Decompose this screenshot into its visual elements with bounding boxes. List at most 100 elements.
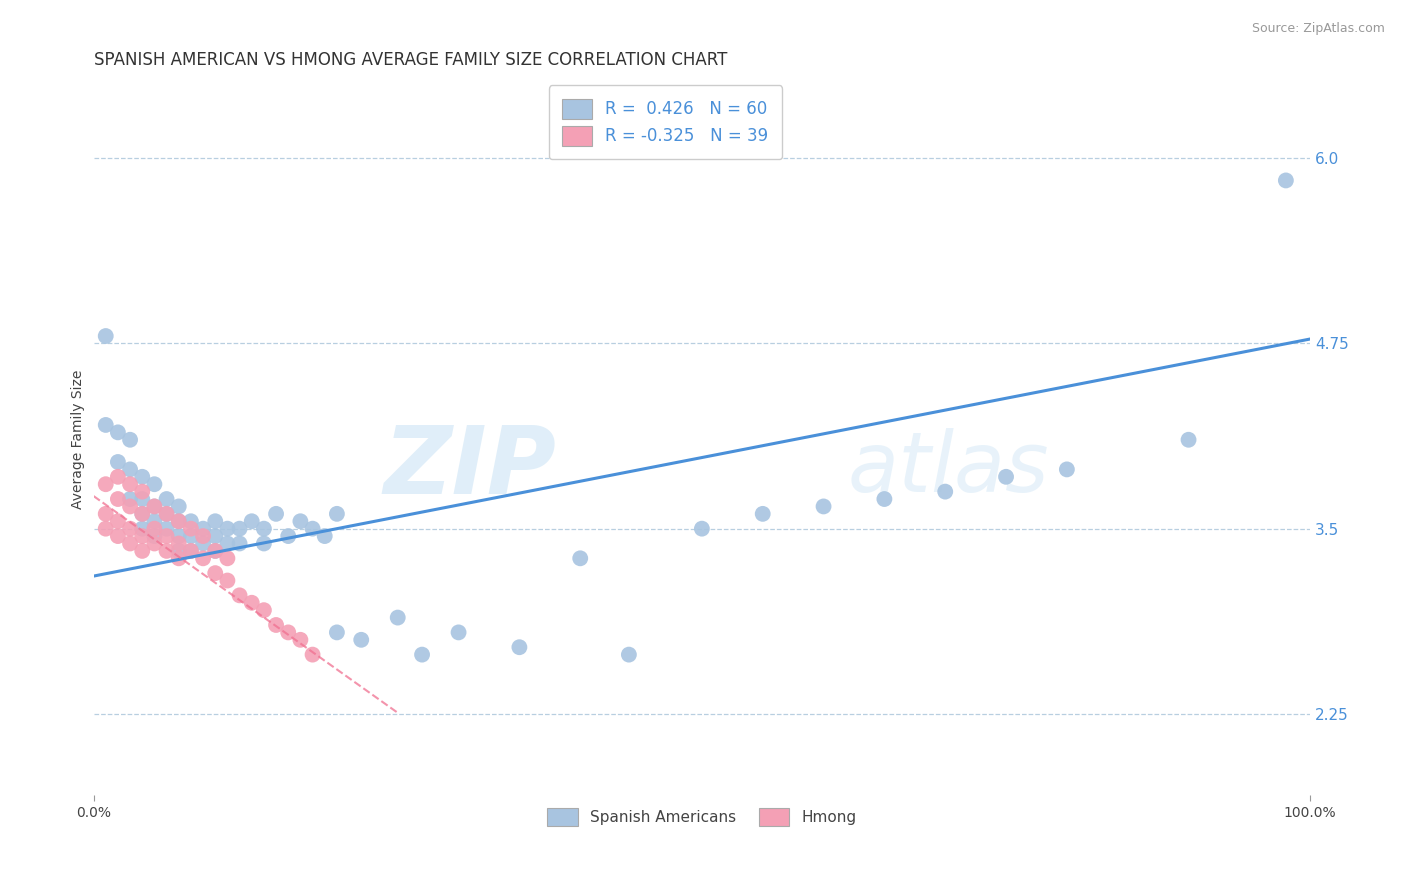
Point	[995, 470, 1018, 484]
Point	[204, 544, 226, 558]
Point	[107, 491, 129, 506]
Point	[143, 514, 166, 528]
Point	[155, 491, 177, 506]
Point	[191, 536, 214, 550]
Point	[204, 544, 226, 558]
Point	[1275, 173, 1298, 187]
Point	[228, 536, 250, 550]
Point	[240, 514, 263, 528]
Point	[217, 574, 239, 588]
Point	[314, 529, 336, 543]
Point	[204, 566, 226, 581]
Point	[751, 507, 773, 521]
Point	[350, 632, 373, 647]
Point	[94, 329, 117, 343]
Point	[569, 551, 592, 566]
Point	[1177, 433, 1199, 447]
Point	[94, 522, 117, 536]
Point	[120, 477, 142, 491]
Point	[191, 522, 214, 536]
Point	[167, 544, 190, 558]
Text: ZIP: ZIP	[382, 422, 555, 514]
Point	[301, 648, 323, 662]
Point	[131, 522, 153, 536]
Point	[120, 491, 142, 506]
Point	[120, 500, 142, 514]
Point	[690, 522, 713, 536]
Point	[253, 536, 276, 550]
Point	[191, 529, 214, 543]
Y-axis label: Average Family Size: Average Family Size	[72, 370, 86, 509]
Point	[217, 551, 239, 566]
Point	[873, 491, 896, 506]
Point	[180, 529, 202, 543]
Point	[508, 640, 530, 655]
Point	[107, 425, 129, 440]
Point	[253, 522, 276, 536]
Point	[143, 477, 166, 491]
Point	[277, 529, 299, 543]
Text: atlas: atlas	[848, 427, 1049, 508]
Point	[277, 625, 299, 640]
Point	[143, 500, 166, 514]
Point	[326, 507, 349, 521]
Point	[387, 610, 409, 624]
Point	[107, 514, 129, 528]
Legend: Spanish Americans, Hmong: Spanish Americans, Hmong	[540, 800, 865, 834]
Point	[143, 529, 166, 543]
Point	[131, 491, 153, 506]
Text: Source: ZipAtlas.com: Source: ZipAtlas.com	[1251, 22, 1385, 36]
Point	[264, 618, 287, 632]
Point	[167, 551, 190, 566]
Point	[131, 544, 153, 558]
Point	[120, 433, 142, 447]
Point	[94, 417, 117, 432]
Point	[143, 522, 166, 536]
Point	[934, 484, 956, 499]
Point	[143, 536, 166, 550]
Point	[155, 522, 177, 536]
Point	[1056, 462, 1078, 476]
Point	[217, 536, 239, 550]
Point	[326, 625, 349, 640]
Point	[167, 536, 190, 550]
Point	[107, 529, 129, 543]
Point	[131, 484, 153, 499]
Point	[290, 632, 312, 647]
Point	[120, 522, 142, 536]
Point	[228, 522, 250, 536]
Point	[94, 477, 117, 491]
Point	[217, 522, 239, 536]
Point	[155, 507, 177, 521]
Point	[253, 603, 276, 617]
Point	[155, 544, 177, 558]
Point	[167, 500, 190, 514]
Point	[131, 470, 153, 484]
Point	[180, 544, 202, 558]
Point	[143, 500, 166, 514]
Point	[120, 462, 142, 476]
Point	[155, 529, 177, 543]
Point	[204, 529, 226, 543]
Point	[107, 455, 129, 469]
Point	[167, 514, 190, 528]
Point	[167, 514, 190, 528]
Point	[167, 529, 190, 543]
Point	[191, 551, 214, 566]
Point	[131, 507, 153, 521]
Point	[180, 514, 202, 528]
Point	[228, 588, 250, 602]
Point	[617, 648, 640, 662]
Point	[240, 596, 263, 610]
Point	[813, 500, 835, 514]
Point	[131, 529, 153, 543]
Point	[204, 514, 226, 528]
Text: SPANISH AMERICAN VS HMONG AVERAGE FAMILY SIZE CORRELATION CHART: SPANISH AMERICAN VS HMONG AVERAGE FAMILY…	[94, 51, 727, 69]
Point	[447, 625, 470, 640]
Point	[180, 522, 202, 536]
Point	[131, 507, 153, 521]
Point	[411, 648, 433, 662]
Point	[301, 522, 323, 536]
Point	[107, 470, 129, 484]
Point	[264, 507, 287, 521]
